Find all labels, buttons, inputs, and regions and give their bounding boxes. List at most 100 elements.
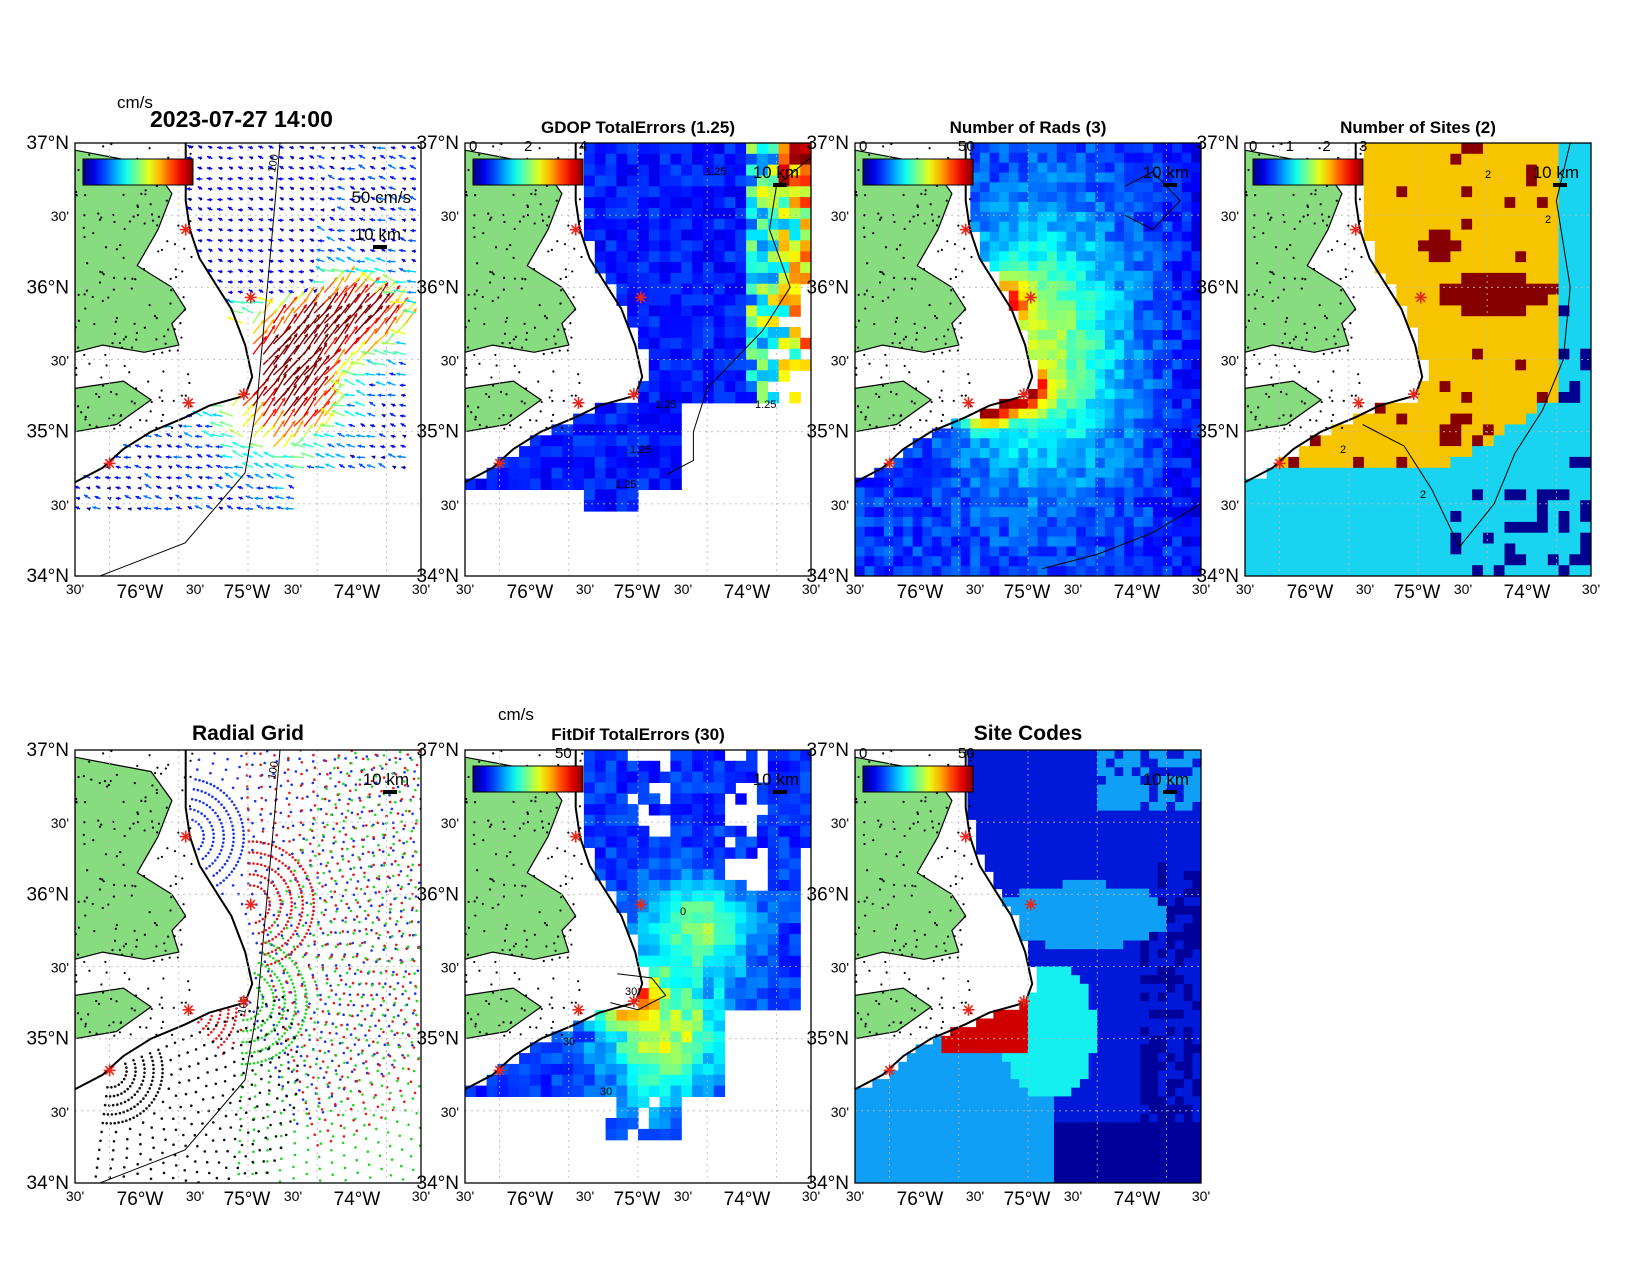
heatmap-cell	[800, 143, 811, 155]
current-vector	[333, 394, 345, 407]
radial-grid-point	[274, 989, 277, 992]
heatmap-cell	[1558, 240, 1570, 252]
heatmap-cell	[1066, 241, 1077, 252]
heatmap-cell	[1172, 152, 1183, 164]
radial-grid-point	[315, 1057, 319, 1061]
coast-dot	[1322, 352, 1325, 356]
heatmap-cell	[1320, 532, 1333, 545]
heatmap-cell	[1374, 554, 1387, 566]
heatmap-cell	[1133, 448, 1144, 459]
heatmap-cell	[1095, 418, 1106, 429]
heatmap-cell	[1172, 526, 1183, 538]
current-vector	[167, 486, 172, 491]
heatmap-cell	[659, 283, 671, 296]
heatmap-cell	[864, 546, 875, 557]
heatmap-cell	[692, 283, 704, 296]
current-vector	[299, 238, 305, 243]
heatmap-cell	[1056, 556, 1067, 567]
scale-bar: 10 km	[1143, 163, 1189, 187]
heatmap-cell	[789, 359, 801, 371]
current-vector	[237, 290, 244, 295]
heatmap-cell	[1374, 153, 1387, 166]
radial-grid-point	[329, 771, 332, 775]
heatmap-cell	[1255, 489, 1268, 501]
radial-grid-point	[190, 797, 194, 801]
heatmap-cell	[1461, 229, 1473, 241]
heatmap-cell	[1018, 261, 1029, 272]
heatmap-cell	[1515, 348, 1527, 361]
heatmap-cell	[1191, 448, 1201, 459]
radial-grid-point	[374, 781, 378, 784]
current-vector	[147, 454, 153, 459]
heatmap-cell	[1385, 413, 1397, 425]
heatmap-cell	[931, 546, 943, 557]
heatmap-cell	[1342, 489, 1354, 501]
heatmap-cell	[1482, 262, 1495, 274]
heatmap-cell	[970, 211, 981, 223]
current-vector	[209, 421, 223, 428]
heatmap-cell	[1504, 327, 1516, 339]
heatmap-cell	[1536, 218, 1549, 231]
heatmap-cell	[1385, 500, 1397, 512]
coast-dot	[466, 346, 470, 349]
coast-dot	[909, 426, 912, 429]
current-vector	[386, 381, 396, 386]
coast-dot	[134, 278, 137, 281]
radial-grid-point	[334, 785, 337, 788]
heatmap-cell	[1085, 221, 1096, 233]
heatmap-cell	[989, 211, 1000, 223]
current-vector	[217, 247, 223, 253]
coast-dot	[1261, 295, 1264, 299]
heatmap-cell	[746, 240, 758, 252]
current-vector	[278, 207, 284, 212]
radial-grid-point	[378, 794, 381, 798]
heatmap-cell	[970, 182, 981, 193]
current-vector	[338, 237, 345, 242]
heatmap-cell	[1407, 229, 1419, 241]
heatmap-cell	[989, 438, 1000, 449]
heatmap-cell	[1095, 241, 1106, 252]
radial-grid-point	[392, 970, 395, 974]
radial-grid-point	[210, 824, 213, 828]
current-vector	[293, 437, 305, 448]
radial-grid-point	[254, 921, 258, 924]
heatmap-cell	[1515, 446, 1527, 458]
heatmap-cell	[659, 435, 671, 447]
heatmap-cell	[1547, 478, 1560, 490]
heatmap-cell	[1558, 218, 1570, 231]
heatmap-cell	[1547, 413, 1560, 425]
radial-grid-point	[289, 810, 293, 814]
current-vector	[248, 197, 254, 202]
radial-grid-point	[236, 810, 240, 814]
heatmap-cell	[1172, 546, 1183, 557]
radial-grid-point	[297, 883, 301, 887]
current-vector	[389, 328, 406, 335]
current-vector	[336, 196, 345, 201]
heatmap-cell	[1396, 283, 1408, 296]
heatmap-cell	[999, 477, 1010, 488]
heatmap-cell	[893, 477, 904, 488]
heatmap-cell	[1191, 221, 1201, 233]
coast-dot	[88, 423, 91, 427]
heatmap-cell	[1028, 477, 1039, 488]
heatmap-cell	[1028, 438, 1039, 449]
heatmap-cell	[1008, 241, 1019, 252]
coast-dot	[1342, 399, 1345, 402]
heatmap-cell	[1526, 229, 1538, 241]
heatmap-cell	[1143, 477, 1154, 488]
heatmap-cell	[1363, 554, 1376, 566]
radial-grid-point	[316, 871, 319, 875]
heatmap-cell	[681, 327, 693, 339]
radial-grid-point	[196, 788, 200, 792]
lon-tick-label: 30'	[674, 581, 692, 597]
current-vector	[309, 259, 315, 264]
radial-grid-point	[301, 851, 304, 854]
heatmap-cell	[864, 517, 875, 528]
current-vector	[374, 280, 386, 284]
heatmap-cell	[789, 197, 801, 209]
heatmap-cell	[1095, 398, 1106, 410]
heatmap-cell	[1547, 543, 1560, 555]
radial-grid-point	[412, 933, 415, 937]
radial-grid-point	[310, 917, 314, 920]
heatmap-cell	[1569, 381, 1581, 393]
